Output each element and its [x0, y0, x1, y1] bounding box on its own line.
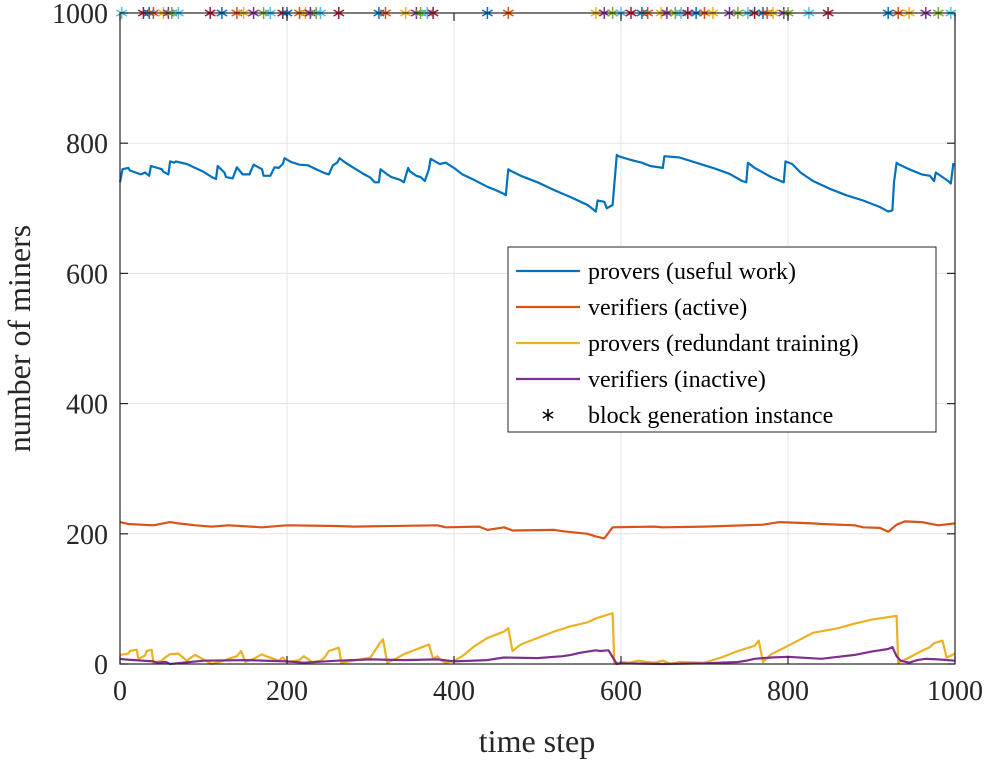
y-tick-label: 0: [94, 650, 108, 681]
x-axis-title: time step: [479, 723, 595, 759]
plot-frame: [119, 12, 956, 665]
series-line-3: [119, 612, 956, 666]
x-tick-label: 1000: [927, 676, 983, 707]
legend-label: provers (useful work): [588, 259, 796, 285]
legend: provers (useful work) verifiers (active) p…: [507, 246, 937, 433]
legend-label: block generation instance: [588, 403, 833, 429]
y-tick-label: 200: [66, 520, 108, 551]
series-line-1: [118, 153, 956, 213]
series-line-2: [119, 520, 956, 540]
x-tick-label: 0: [113, 676, 127, 707]
legend-marker-icon: [542, 409, 554, 421]
x-tick-label: 800: [767, 676, 809, 707]
series-line-4: [119, 645, 956, 666]
y-tick-label: 800: [66, 129, 108, 160]
y-tick-label: 600: [66, 259, 108, 290]
axis-ticks: 0 200 400 600 800 1000 0 200 400 600 800 1000: [52, 0, 983, 707]
y-axis-title: number of miners: [1, 225, 37, 453]
x-tick-label: 600: [600, 676, 642, 707]
legend-label: provers (redundant training): [588, 331, 859, 357]
legend-box: [507, 246, 937, 433]
legend-label: verifiers (active): [588, 295, 747, 321]
y-tick-label: 1000: [52, 0, 108, 30]
x-tick-label: 200: [266, 676, 308, 707]
series-layer: [118, 153, 956, 666]
legend-label: verifiers (inactive): [588, 367, 766, 393]
x-tick-label: 400: [433, 676, 475, 707]
y-tick-label: 400: [66, 390, 108, 421]
